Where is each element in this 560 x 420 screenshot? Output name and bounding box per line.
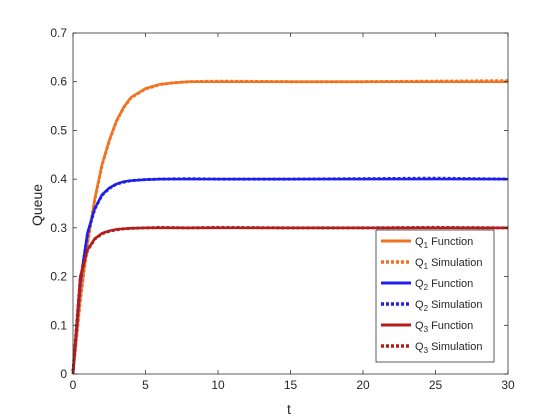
axes-layer: 0 5 10 15 20 25 30 0 0.1 0.2 0.3 0.4 0.5 0.6 0.7 [50,26,515,392]
legend-label-3: Q2 Simulation [415,299,482,313]
y-tick-label-7: 0.7 [50,26,67,40]
legend-label-5: Q3 Simulation [415,341,482,355]
x-tick-label-2: 10 [211,378,225,392]
series-line-1 [71,79,509,372]
legend-box [375,229,495,363]
x-axis-label: t [287,401,291,417]
series-line-3 [71,176,509,372]
x-tick-label-3: 15 [284,378,298,392]
legend-label-1: Q1 Simulation [415,257,482,271]
x-tick-label-5: 25 [429,378,443,392]
y-tick-label-1: 0.1 [50,318,67,332]
series-line-5 [71,225,509,372]
y-tick-label-4: 0.4 [50,172,67,186]
x-tick-label-1: 5 [142,378,149,392]
y-tick-label-3: 0.3 [50,221,67,235]
legend: Q1 Function Q1 Simulation Q2 Function Q2 Si… [375,229,495,363]
x-tick-label-6: 30 [501,378,515,392]
y-tick-label-6: 0.6 [50,75,67,89]
legend-label-0: Q1 Function [415,236,473,250]
x-tick-label-4: 20 [356,378,370,392]
y-axis-label: Queue [29,184,45,226]
y-tick-label-2: 0.2 [50,270,67,284]
series-layer [71,79,509,375]
legend-label-4: Q3 Function [415,320,473,334]
x-tick-label-0: 0 [70,378,77,392]
legend-label-2: Q2 Function [415,278,473,292]
y-tick-label-0: 0 [60,367,67,381]
y-tick-label-5: 0.5 [50,123,67,137]
